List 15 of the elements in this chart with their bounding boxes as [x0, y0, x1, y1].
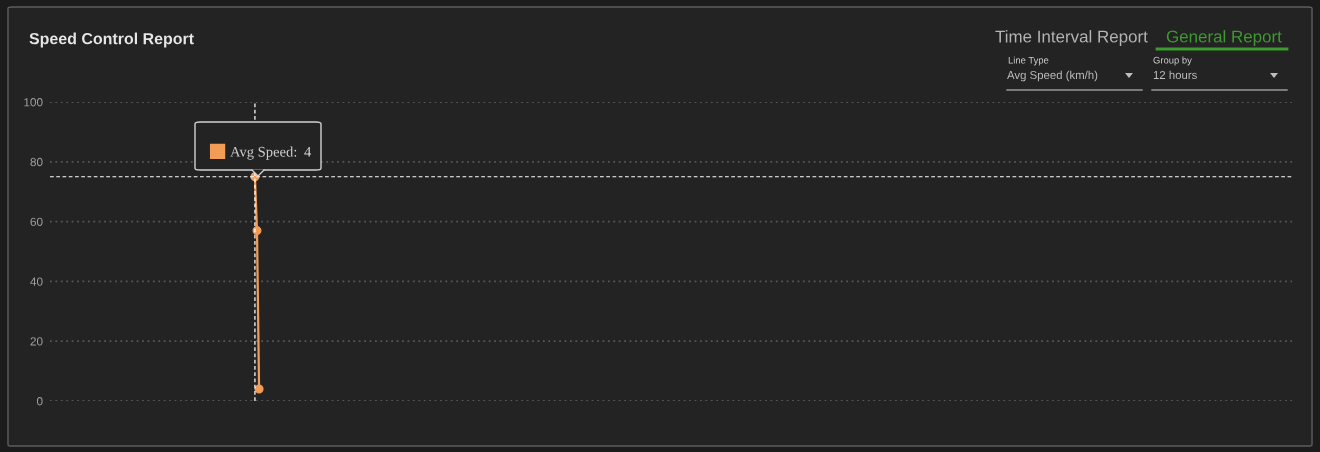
y-tick-label: 80	[30, 157, 43, 167]
text: Line Type	[1008, 56, 1049, 66]
annotation: 4	[304, 146, 312, 157]
text: Avg Speed (km/h)	[1007, 70, 1098, 82]
text: General Report	[1166, 30, 1282, 46]
y-tick-label: 100	[24, 98, 43, 107]
text: Time Interval Report	[995, 30, 1148, 46]
y-tick-label: 60	[30, 217, 43, 226]
legend-label: Avg Speed:	[230, 146, 297, 160]
chart-title: Speed Control Report	[29, 32, 194, 48]
y-tick-label: 20	[30, 337, 43, 346]
y-tick-label: 40	[30, 277, 43, 286]
y-tick-label: 0	[36, 397, 43, 406]
text: 12 hours	[1153, 70, 1197, 80]
text: Group by	[1153, 56, 1192, 66]
